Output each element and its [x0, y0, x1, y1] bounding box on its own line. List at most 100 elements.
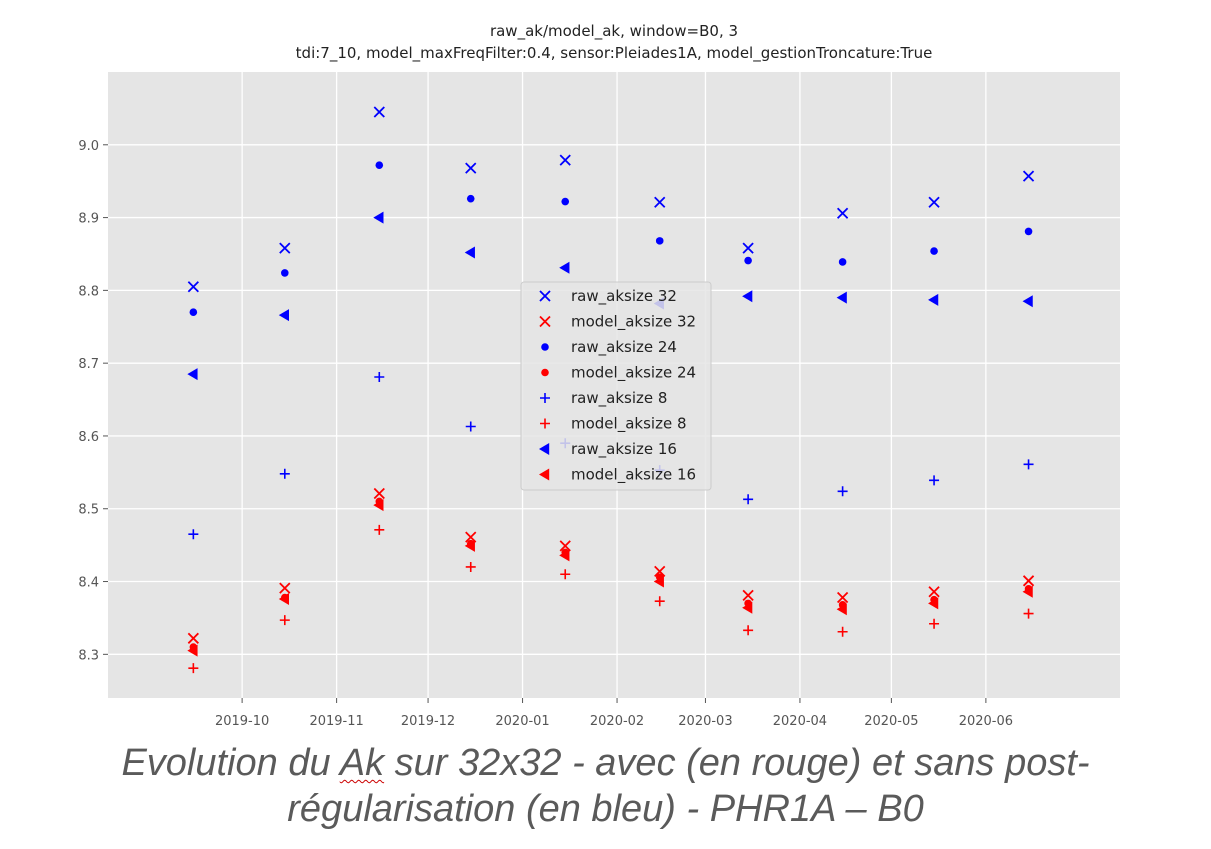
model_aksize-8-point: [465, 561, 476, 572]
raw_aksize-16-point: [373, 211, 384, 224]
model_aksize-8-point: [560, 569, 571, 580]
raw_aksize-16-point: [278, 309, 289, 322]
figure-caption: Evolution du Ak sur 32x32 - avec (en rou…: [0, 740, 1211, 832]
y-tick-label: 8.7: [78, 357, 99, 372]
model_aksize-32-point: [742, 589, 754, 602]
model_aksize-8-point: [837, 626, 848, 637]
raw_aksize-8-point: [188, 529, 199, 540]
x-tick-label: 2020-05: [864, 714, 918, 729]
raw_aksize-32-point: [373, 106, 385, 118]
raw_aksize-16-point: [742, 290, 753, 303]
y-tick-label: 8.3: [78, 648, 99, 663]
caption-text: sur 32x32 - avec (en rouge) et sans post…: [384, 742, 1090, 784]
model_aksize-32-point: [187, 632, 199, 644]
raw_aksize-24-point: [561, 197, 570, 206]
legend-entry: model_aksize 32: [571, 313, 696, 332]
legend-entry: model_aksize 8: [571, 415, 686, 434]
model_aksize-16-point: [928, 597, 939, 610]
model_aksize-16-point: [373, 499, 384, 512]
raw_aksize-16-point: [464, 246, 475, 259]
raw_aksize-8-point: [837, 486, 848, 497]
raw_aksize-32-point: [836, 207, 849, 219]
raw_aksize-8-point: [743, 494, 754, 505]
model_aksize-16-point: [187, 644, 198, 657]
raw_aksize-32-point: [559, 154, 571, 166]
raw_aksize-8-point: [279, 468, 290, 479]
raw_aksize-24-point: [838, 258, 847, 266]
raw_aksize-24-point: [189, 308, 198, 317]
raw_aksize-24-point: [930, 247, 938, 255]
model_aksize-32-point: [1022, 575, 1035, 587]
y-tick-label: 8.9: [78, 212, 99, 227]
raw_aksize-32-point: [654, 196, 666, 208]
y-tick-label: 8.8: [78, 284, 99, 299]
legend-marker: [539, 443, 550, 455]
model_aksize-8-point: [279, 615, 290, 626]
x-tick-label: 2019-11: [309, 714, 363, 729]
raw_aksize-8-point: [374, 371, 385, 382]
legend-entry: raw_aksize 24: [571, 338, 677, 357]
model_aksize-32-point: [279, 582, 291, 594]
model_aksize-32-point: [373, 487, 385, 500]
model_aksize-16-point: [559, 549, 570, 562]
model_aksize-8-point: [1023, 608, 1034, 619]
legend-marker: [539, 468, 550, 481]
chart-title: raw_ak/model_ak, window=B0, 3: [489, 22, 739, 40]
legend-entry: raw_aksize 8: [571, 389, 667, 408]
raw_aksize-32-point: [465, 162, 477, 174]
raw_aksize-16-point: [928, 293, 939, 306]
raw_aksize-32-point: [279, 242, 291, 254]
caption-text: Evolution du: [121, 742, 340, 784]
legend-entry: model_aksize 24: [571, 364, 696, 383]
legend-entry: raw_aksize 16: [571, 440, 677, 459]
legend-marker: [540, 393, 550, 403]
raw_aksize-32-point: [928, 196, 940, 208]
model_aksize-8-point: [188, 663, 199, 674]
legend-entry: model_aksize 16: [571, 466, 696, 485]
raw_aksize-8-point: [1023, 459, 1034, 470]
model_aksize-8-point: [374, 524, 385, 535]
model_aksize-32-point: [559, 540, 571, 552]
caption-line-1: Evolution du Ak sur 32x32 - avec (en rou…: [0, 740, 1211, 786]
model_aksize-32-point: [928, 586, 940, 598]
y-tick-label: 8.5: [78, 503, 99, 518]
legend-marker: [541, 368, 549, 377]
legend-entry: raw_aksize 32: [571, 287, 677, 306]
x-tick-label: 2020-04: [773, 714, 827, 729]
raw_aksize-24-point: [1024, 227, 1033, 236]
model_aksize-8-point: [929, 618, 940, 629]
x-tick-label: 2020-03: [678, 714, 732, 729]
model_aksize-16-point: [653, 575, 664, 588]
model_aksize-16-point: [1022, 585, 1033, 598]
raw_aksize-8-point: [465, 421, 476, 432]
model_aksize-32-point: [836, 591, 849, 604]
raw_aksize-16-point: [836, 291, 847, 304]
raw_aksize-32-point: [1022, 170, 1035, 182]
raw_aksize-24-point: [280, 269, 289, 277]
raw_aksize-32-point: [187, 281, 199, 293]
legend-marker: [539, 315, 551, 328]
y-tick-label: 9.0: [78, 139, 99, 154]
raw_aksize-24-point: [744, 256, 752, 265]
raw_aksize-16-point: [187, 368, 198, 381]
model_aksize-32-point: [654, 565, 666, 577]
chart-subtitle: tdi:7_10, model_maxFreqFilter:0.4, senso…: [295, 44, 933, 62]
scatter-plot: 8.3 8.4 8.5 8.6 8.7 8.8 8.9 9.0 2019-10 2019-11 20…: [78, 72, 1120, 729]
legend-box: [520, 281, 712, 491]
raw_aksize-32-point: [742, 242, 754, 254]
x-tick-label: 2019-10: [215, 714, 269, 729]
raw_aksize-24-point: [466, 194, 475, 203]
model_aksize-16-point: [278, 593, 289, 606]
model_aksize-16-point: [464, 539, 475, 552]
raw_aksize-8-point: [929, 475, 940, 486]
raw_aksize-16-point: [1022, 295, 1033, 308]
caption-ak-word: Ak: [339, 742, 385, 784]
x-tick-label: 2019-12: [401, 714, 455, 729]
model_aksize-8-point: [743, 625, 754, 636]
model_aksize-16-point: [836, 603, 847, 616]
model_aksize-8-point: [654, 596, 665, 607]
legend-marker: [541, 343, 549, 351]
caption-line-2: régularisation (en bleu) - PHR1A – B0: [287, 788, 924, 830]
y-tick-label: 8.6: [78, 430, 99, 445]
raw_aksize-24-point: [375, 161, 384, 169]
